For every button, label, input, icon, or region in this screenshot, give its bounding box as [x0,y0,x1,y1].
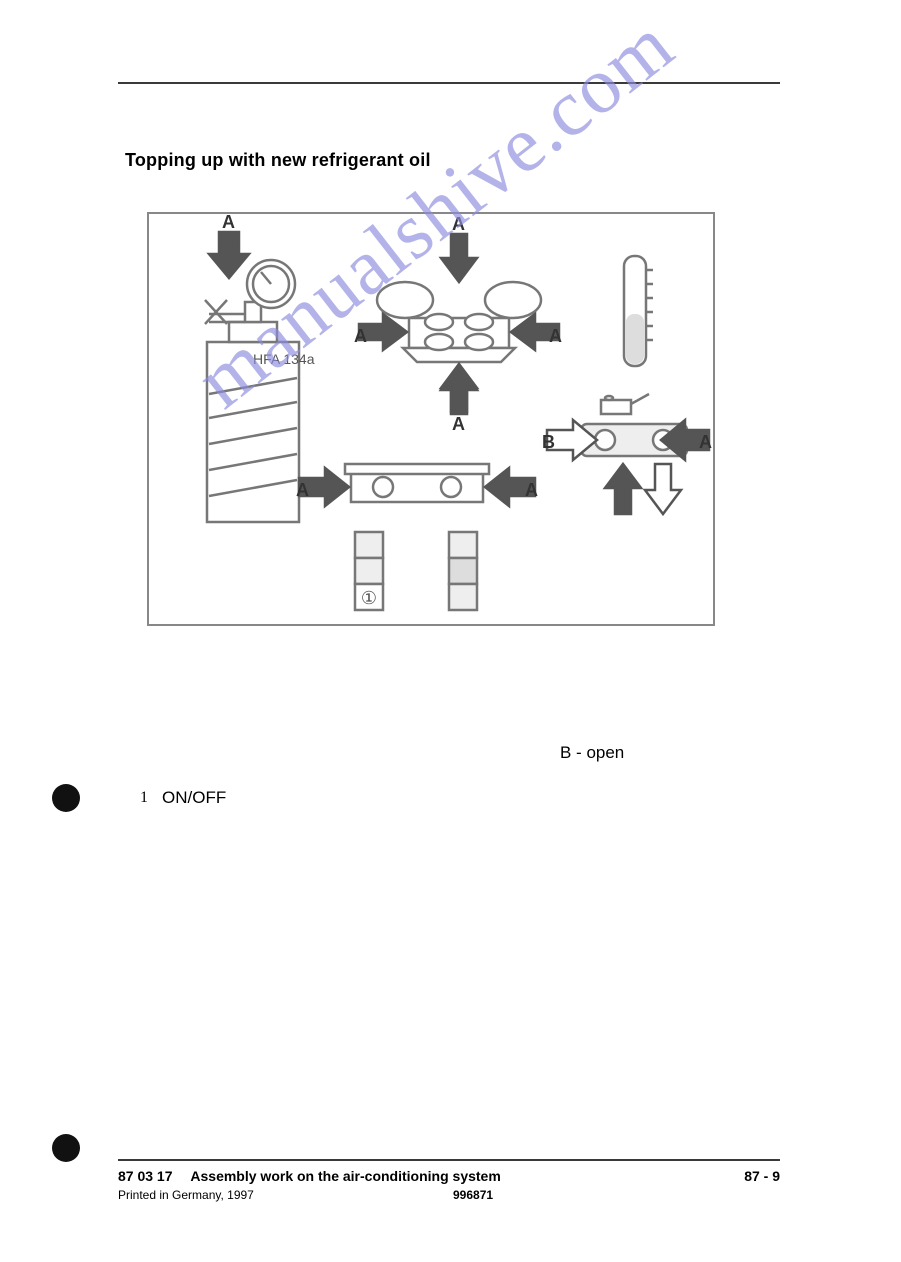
b-open-label: B - open [560,743,624,763]
footer-partno: 996871 [453,1188,493,1202]
svg-text:A: A [525,480,538,500]
svg-text:A: A [222,214,235,232]
sight-tube [624,256,653,366]
list-text: ON/OFF [162,788,226,808]
page-footer: 87 03 17 Assembly work on the air-condit… [118,1168,780,1202]
svg-text:A: A [452,214,465,234]
hole-punch-icon [52,784,80,812]
list-item: 1 ON/OFF [52,784,226,812]
oil-unit: B A [542,394,712,514]
valve-cluster: A A A A [354,214,562,434]
horizontal-block: A A [296,464,538,506]
footer-title: Assembly work on the air-conditioning sy… [190,1168,500,1184]
list-number: 1 [140,789,148,807]
svg-text:A: A [452,414,465,434]
footer-code: 87 03 17 [118,1168,173,1184]
footer-page-number: 87 - 9 [744,1168,780,1184]
hole-punch-icon [52,1134,80,1162]
svg-text:A: A [354,326,367,346]
technical-diagram: HFA 134a A A A A A [147,212,715,626]
svg-text:A: A [296,480,309,500]
button-stack-left: ① [355,532,383,610]
cylinder-group: HFA 134a A [205,214,315,522]
button-stack-right [449,532,477,610]
footer-printed: Printed in Germany, 1997 [118,1188,780,1202]
svg-text:B: B [542,432,555,452]
svg-text:A: A [549,326,562,346]
cylinder-label: HFA 134a [253,351,315,367]
svg-text:①: ① [361,588,377,608]
bottom-rule [118,1159,780,1161]
top-rule [118,82,780,84]
section-heading: Topping up with new refrigerant oil [125,150,431,171]
svg-text:A: A [699,432,712,452]
